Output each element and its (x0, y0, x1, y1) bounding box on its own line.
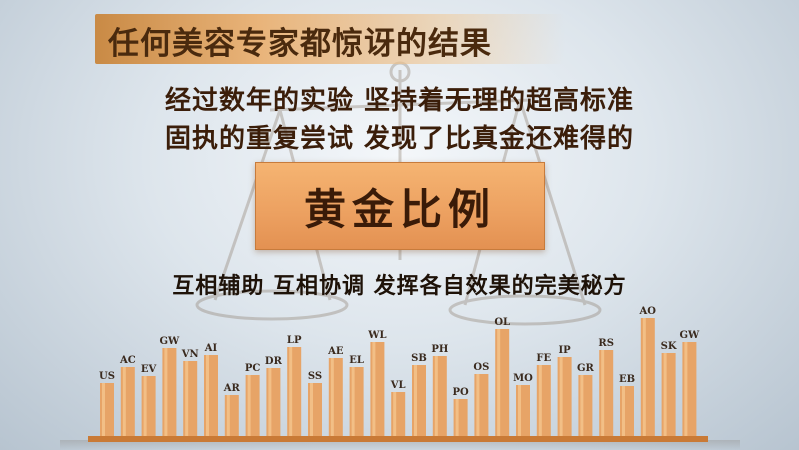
bar-highlight (497, 329, 501, 438)
bar-highlight (538, 365, 542, 438)
bar-label: PO (452, 387, 469, 398)
page-headline: 任何美容专家都惊讶的结果 (108, 26, 492, 62)
bar-label: LP (287, 335, 302, 346)
bar-highlight (663, 353, 667, 438)
chart-baseline (88, 436, 708, 442)
bar-label: SS (308, 371, 322, 382)
bar-label: AC (119, 355, 136, 366)
bar-highlight (310, 383, 313, 438)
bar-highlight (434, 356, 438, 438)
bar-highlight (226, 395, 230, 438)
bar-highlight (580, 375, 584, 438)
bar-label: WL (367, 330, 386, 341)
bar-highlight (476, 374, 480, 438)
bar-label: DR (265, 356, 283, 367)
floor-shadow (60, 440, 740, 450)
bar-highlight (684, 342, 688, 438)
bar-highlight (185, 361, 189, 438)
tagline: 互相辅助 互相协调 发挥各自效果的完美秘方 (172, 274, 627, 299)
bar-label: FE (536, 353, 551, 364)
bar-label: AO (639, 306, 657, 317)
headline-band (95, 14, 565, 64)
bar-label: AE (327, 346, 344, 357)
statement-line-2: 固执的重复尝试 发现了比真金还难得的 (164, 124, 635, 154)
bar-label: OL (494, 317, 510, 328)
bar-label: PC (245, 363, 261, 374)
bar-label: GW (160, 336, 181, 347)
bar-label: GR (577, 363, 595, 374)
bar-label: PH (431, 344, 448, 355)
bar-label: RS (598, 338, 614, 349)
bar-highlight (289, 347, 293, 438)
bar-highlight (518, 385, 521, 438)
bar-label: EB (619, 374, 635, 385)
bar-highlight (372, 342, 376, 438)
bar-highlight (622, 386, 625, 438)
bar-highlight (102, 383, 105, 438)
bar-highlight (601, 350, 605, 438)
bar-highlight (642, 318, 646, 438)
bar-highlight (330, 358, 334, 438)
statement-line-1: 经过数年的实验 坚持着无理的超高标准 (164, 86, 635, 116)
ingredient-bar-chart: USACEVGWVNAIARPCDRLPSSAEELWLVLSBPHPOOSOL… (99, 306, 701, 438)
bar-highlight (206, 355, 209, 438)
golden-ratio-box: 黄金比例 (255, 162, 545, 250)
bar-highlight (559, 357, 563, 438)
bar-label: VN (181, 349, 199, 360)
bar-highlight (247, 375, 251, 438)
bar-highlight (122, 367, 126, 438)
bar-label: IP (558, 345, 571, 356)
bar-label: SB (411, 353, 427, 364)
bar-label: SK (661, 341, 677, 352)
bar-highlight (268, 368, 272, 438)
bar-highlight (164, 348, 168, 438)
bar-label: EL (349, 355, 364, 366)
bar-highlight (455, 399, 459, 438)
bar-highlight (143, 376, 147, 438)
bar-highlight (414, 365, 417, 438)
bar-label: AR (223, 383, 241, 394)
bar-label: VL (390, 380, 406, 391)
bar-highlight (351, 367, 355, 438)
bar-label: OS (473, 362, 489, 373)
bar-label: EV (141, 364, 157, 375)
bar-label: US (99, 371, 115, 382)
golden-ratio-label: 黄金比例 (303, 184, 496, 234)
bar-label: MO (513, 373, 533, 384)
bar-highlight (393, 392, 397, 438)
bar-label: GW (680, 330, 701, 341)
bar-label: AI (204, 343, 218, 354)
